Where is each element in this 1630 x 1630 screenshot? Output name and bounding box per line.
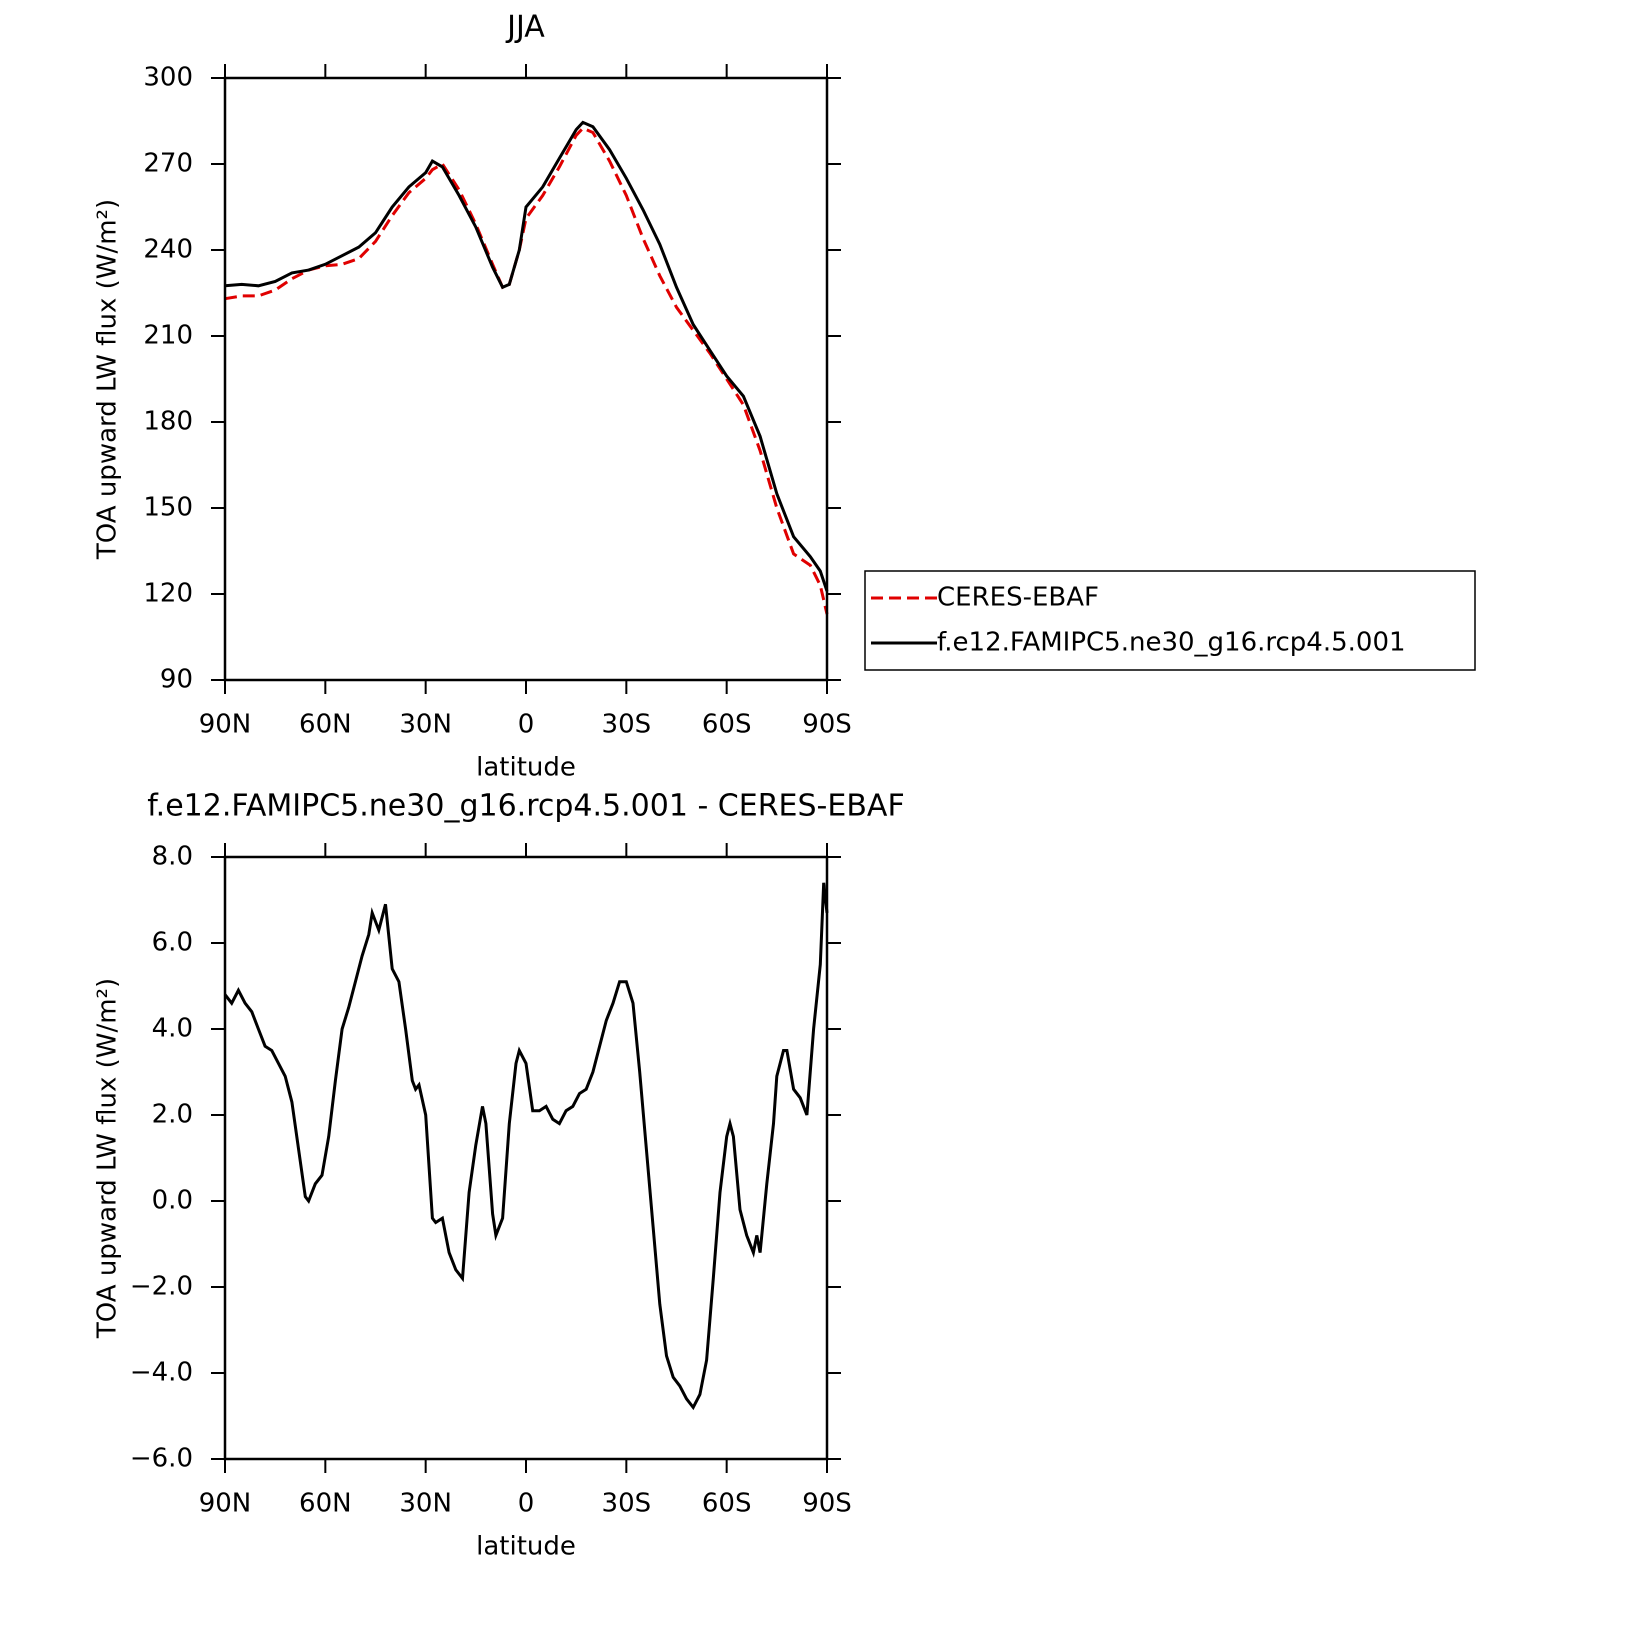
x-tick-label: 60S: [702, 710, 752, 740]
legend-label: CERES-EBAF: [937, 583, 1099, 613]
y-tick-label: 90: [160, 665, 193, 695]
x-tick-label: 30S: [602, 710, 652, 740]
data-line: [224, 126, 829, 615]
x-tick-label: 60N: [299, 1489, 352, 1519]
x-axis-label: latitude: [476, 753, 576, 783]
y-axis-label: TOA upward LW flux (W/m²): [93, 978, 123, 1339]
y-tick-label: −6.0: [130, 1444, 193, 1474]
y-tick-label: 270: [143, 149, 193, 179]
plot-frame: [223, 855, 829, 1461]
x-tick-label: 30N: [399, 1489, 452, 1519]
y-tick-label: 150: [143, 493, 193, 523]
x-axis-label: latitude: [476, 1532, 576, 1562]
x-tick-label: 60S: [702, 1489, 752, 1519]
x-tick-label: 90S: [802, 1489, 852, 1519]
legend-box: [864, 570, 1476, 671]
y-tick-label: 6.0: [152, 928, 193, 958]
y-tick-label: −2.0: [130, 1272, 193, 1302]
y-tick-label: 180: [143, 407, 193, 437]
data-line: [223, 882, 829, 1411]
y-tick-label: 210: [143, 321, 193, 351]
y-tick-label: 120: [143, 579, 193, 609]
y-tick-label: 300: [143, 63, 193, 93]
y-tick-label: 4.0: [152, 1014, 193, 1044]
legend-label: f.e12.FAMIPC5.ne30_g16.rcp4.5.001: [937, 628, 1406, 658]
y-tick-label: 8.0: [152, 842, 193, 872]
x-tick-label: 0: [518, 710, 535, 740]
plot-frame: [223, 76, 829, 682]
x-tick-label: 90N: [199, 710, 252, 740]
x-tick-label: 30N: [399, 710, 452, 740]
x-tick-label: 90S: [802, 710, 852, 740]
chart-title: f.e12.FAMIPC5.ne30_g16.rcp4.5.001 - CERE…: [147, 789, 904, 824]
data-line: [224, 120, 829, 592]
chart-title: JJA: [505, 10, 545, 45]
y-axis-label: TOA upward LW flux (W/m²): [93, 199, 123, 560]
x-tick-label: 30S: [602, 1489, 652, 1519]
y-tick-label: −4.0: [130, 1358, 193, 1388]
x-tick-label: 60N: [299, 710, 352, 740]
x-tick-label: 0: [518, 1489, 535, 1519]
x-tick-label: 90N: [199, 1489, 252, 1519]
y-tick-label: 0.0: [152, 1186, 193, 1216]
y-tick-label: 240: [143, 235, 193, 265]
y-tick-label: 2.0: [152, 1100, 193, 1130]
